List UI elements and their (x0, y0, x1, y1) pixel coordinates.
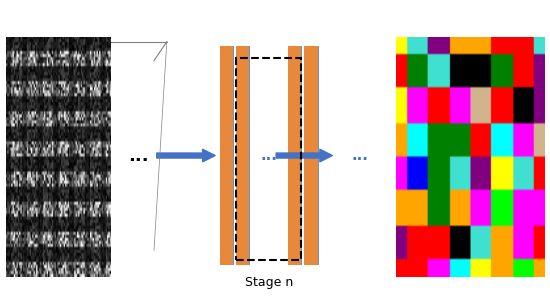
FancyBboxPatch shape (294, 47, 302, 265)
FancyBboxPatch shape (219, 47, 233, 265)
FancyBboxPatch shape (236, 47, 250, 265)
FancyBboxPatch shape (288, 47, 301, 265)
Bar (236, 58, 301, 260)
FancyBboxPatch shape (242, 47, 250, 265)
FancyBboxPatch shape (226, 47, 234, 265)
Text: ...: ... (128, 147, 148, 164)
Text: ...: ... (260, 148, 277, 163)
Text: ...: ... (351, 148, 368, 163)
FancyBboxPatch shape (304, 47, 318, 265)
FancyBboxPatch shape (310, 47, 318, 265)
Text: Stage n: Stage n (245, 277, 293, 290)
